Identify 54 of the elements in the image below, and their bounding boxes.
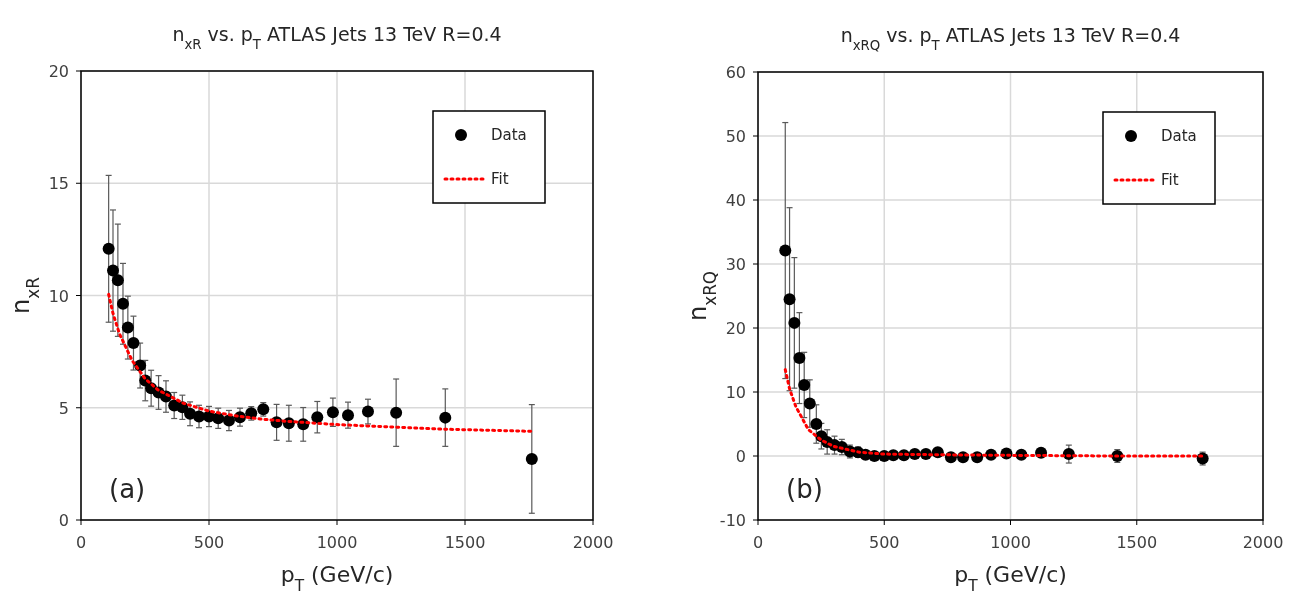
point: [361, 405, 374, 418]
y-tick-label: 40: [725, 191, 746, 210]
point: [439, 411, 452, 424]
legend-label: Data: [1161, 127, 1197, 145]
point: [121, 321, 134, 334]
y-tick-label: 15: [48, 174, 69, 194]
x-tick-label: 500: [868, 533, 900, 552]
point: [111, 274, 124, 287]
y-tick-label: 0: [58, 511, 69, 530]
y-tick-label: 30: [725, 255, 746, 274]
x-tick-label: 0: [752, 533, 764, 552]
y-tick-label: -10: [719, 511, 746, 530]
y-tick-label: 0: [735, 447, 746, 466]
point: [326, 406, 339, 419]
legend-label: Fit: [1161, 171, 1179, 189]
point: [525, 452, 538, 465]
point: [342, 409, 355, 422]
chart-title: n$_{xRQ}$ vs. p$_{T}$ ATLAS Jets 13 TeV R=0.4: [840, 24, 1181, 53]
line-series: [107, 292, 534, 433]
x-tick-label: 1000: [990, 533, 1031, 552]
point: [788, 316, 801, 329]
chart-title: n$_{xR}$ vs. p$_{T}$ ATLAS Jets 13 TeV R=0.4: [172, 23, 502, 52]
x-tick-label: 1500: [1116, 533, 1158, 552]
point: [107, 264, 119, 277]
y-tick-label: 20: [725, 319, 746, 338]
x-tick-label: 1500: [444, 533, 486, 552]
x-axis-title: p$_{T}$ (GeV/c): [280, 562, 394, 595]
x-tick-label: 500: [193, 533, 225, 552]
point: [810, 418, 823, 430]
x-tick-label: 0: [75, 533, 87, 552]
y-tick-label: 5: [58, 398, 69, 418]
point: [390, 406, 403, 419]
point: [127, 337, 140, 350]
x-tick-label: 2000: [1242, 533, 1284, 552]
y-tick-label: 20: [48, 62, 69, 81]
annotation: (b): [786, 474, 823, 504]
point: [779, 244, 792, 257]
point: [798, 378, 811, 391]
annotation: (a): [109, 474, 146, 504]
y-tick-label: 10: [48, 286, 69, 306]
point: [783, 293, 796, 306]
legend-label: Fit: [491, 170, 509, 188]
y-tick-label: 10: [725, 383, 746, 402]
point: [102, 242, 115, 255]
x-tick-label: 1000: [316, 533, 358, 552]
legend-label: Data: [491, 126, 527, 144]
x-tick-label: 2000: [572, 533, 614, 552]
y-tick-label: 50: [725, 127, 746, 146]
y-tick-label: 60: [725, 63, 746, 82]
x-axis-title: p$_{T}$ (GeV/c): [954, 562, 1067, 595]
point: [793, 352, 806, 365]
point: [803, 397, 816, 410]
point: [311, 411, 324, 424]
point: [116, 297, 129, 310]
